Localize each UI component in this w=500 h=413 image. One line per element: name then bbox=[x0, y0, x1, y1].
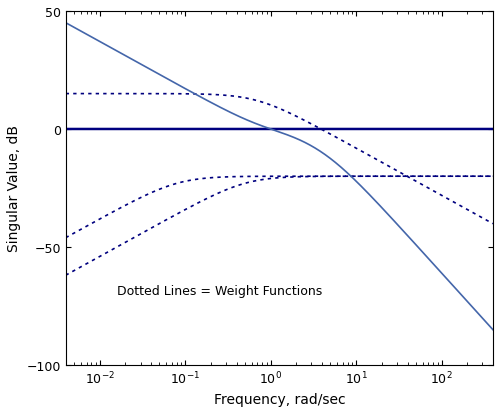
Text: Dotted Lines = Weight Functions: Dotted Lines = Weight Functions bbox=[117, 285, 322, 297]
X-axis label: Frequency, rad/sec: Frequency, rad/sec bbox=[214, 392, 345, 406]
Y-axis label: Singular Value, dB: Singular Value, dB bbox=[7, 125, 21, 252]
